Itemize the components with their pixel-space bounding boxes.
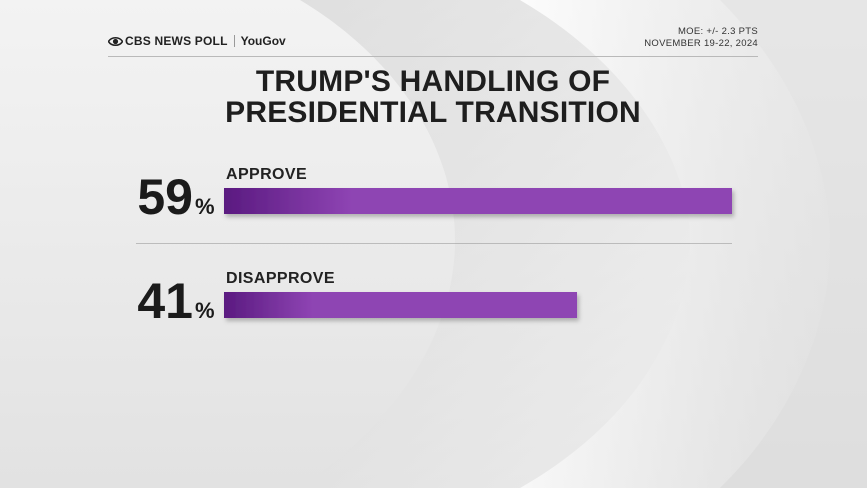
brand-divider: [233, 35, 235, 47]
value-label-approve: 59: [137, 169, 193, 225]
margin-of-error: MOE: +/- 2.3 PTS: [677, 26, 758, 37]
chart-title: TRUMP'S HANDLING OF PRESIDENTIAL TRANSITI…: [225, 65, 641, 129]
poll-meta: MOE: +/- 2.3 PTS NOVEMBER 19-22, 2024: [644, 26, 758, 50]
bar-disapprove: [224, 292, 578, 318]
category-label-disapprove: DISAPPROVE: [226, 270, 335, 287]
brand-name: CBS NEWS POLL: [125, 34, 228, 48]
brand-lockup: CBS NEWS POLL YouGov: [108, 34, 286, 48]
percent-sign-disapprove: %: [195, 298, 215, 323]
cbs-eye-icon: [108, 36, 123, 46]
percent-sign-approve: %: [195, 194, 215, 219]
value-label-disapprove: 41: [137, 273, 193, 329]
category-label-approve: APPROVE: [226, 166, 307, 183]
poll-header: CBS NEWS POLL YouGov MOE: +/- 2.3 PTS NO…: [108, 26, 758, 57]
poll-dates: NOVEMBER 19-22, 2024: [644, 38, 758, 49]
partner-name: YouGov: [240, 34, 286, 48]
row-divider: [136, 243, 732, 244]
bar-approve: [224, 188, 732, 214]
